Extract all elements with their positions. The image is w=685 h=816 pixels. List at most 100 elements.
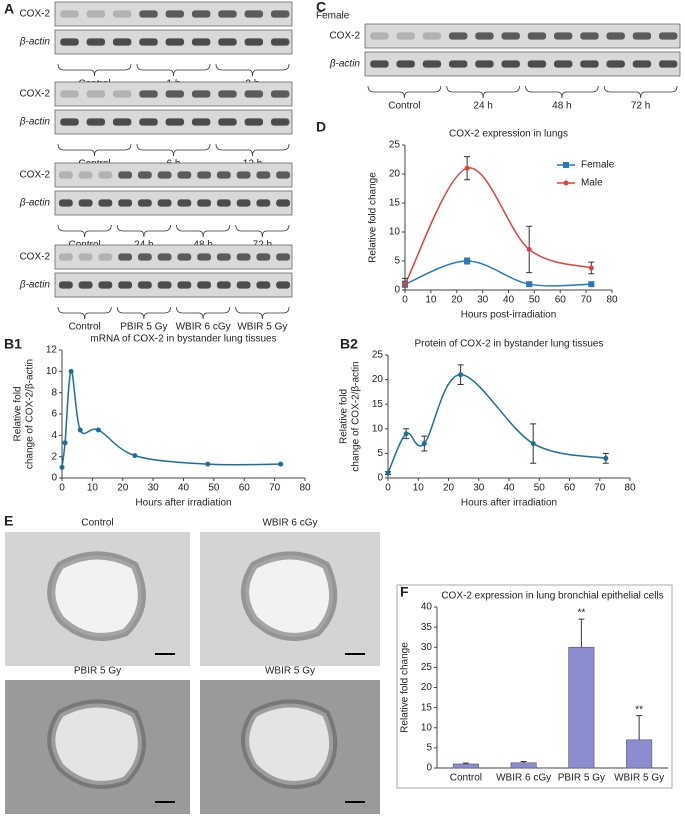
point bbox=[603, 455, 609, 461]
band bbox=[216, 171, 231, 179]
tissue bbox=[241, 699, 338, 789]
blot-strip bbox=[54, 272, 293, 298]
tissue bbox=[241, 551, 338, 641]
band bbox=[118, 281, 133, 289]
band bbox=[165, 90, 185, 98]
band bbox=[58, 199, 73, 207]
band bbox=[177, 253, 192, 261]
y-tick-label: 0 bbox=[377, 473, 383, 484]
y-tick-label: 35 bbox=[421, 622, 433, 633]
x-tick-label: 30 bbox=[473, 483, 485, 494]
band bbox=[139, 10, 158, 18]
band bbox=[256, 199, 271, 207]
y-tick-label: 20 bbox=[372, 374, 384, 385]
x-tick-label: 20 bbox=[451, 295, 463, 306]
x-tick-label: 10 bbox=[413, 483, 425, 494]
x-tick-label: 60 bbox=[564, 483, 576, 494]
band bbox=[370, 60, 389, 68]
group-label: PBIR 5 Gy bbox=[120, 322, 167, 333]
point bbox=[464, 258, 471, 264]
band bbox=[98, 171, 113, 179]
band bbox=[86, 38, 106, 46]
point bbox=[526, 246, 532, 252]
point bbox=[95, 427, 101, 433]
x-axis-label: Hours after irradiation bbox=[461, 498, 557, 509]
bracket bbox=[235, 306, 290, 320]
panel-label: E bbox=[4, 513, 13, 529]
point bbox=[68, 368, 74, 374]
band bbox=[78, 253, 93, 261]
y-tick-label: 12 bbox=[46, 345, 58, 356]
point bbox=[588, 265, 594, 271]
band bbox=[244, 10, 264, 18]
series-line bbox=[404, 167, 592, 285]
bar bbox=[452, 763, 479, 769]
row-label: COX-2 bbox=[19, 9, 50, 20]
x-tick-label: 0 bbox=[385, 483, 391, 494]
y-tick-label: 20 bbox=[421, 682, 433, 693]
band bbox=[632, 60, 652, 68]
error-bar bbox=[462, 762, 469, 764]
x-tick-label: 20 bbox=[443, 483, 455, 494]
row-label: β-actin bbox=[19, 280, 51, 291]
band bbox=[137, 199, 152, 207]
bracket bbox=[525, 85, 599, 99]
y-tick-label: 5 bbox=[377, 448, 383, 459]
x-tick-label: 20 bbox=[117, 483, 129, 494]
band bbox=[236, 253, 251, 261]
x-axis-label: Hours post-irradiation bbox=[461, 310, 557, 321]
band bbox=[422, 32, 442, 40]
x-tick-label: 40 bbox=[503, 295, 515, 306]
significance-label: ** bbox=[577, 608, 585, 619]
y-tick-label: 4 bbox=[51, 430, 57, 441]
band bbox=[216, 199, 231, 207]
group-label: 24 h bbox=[473, 101, 492, 112]
bracket bbox=[116, 306, 171, 320]
band bbox=[118, 171, 133, 179]
y-axis-label: Relative fold bbox=[13, 386, 24, 441]
band bbox=[137, 281, 152, 289]
x-tick-label: 80 bbox=[299, 483, 311, 494]
band bbox=[396, 32, 415, 40]
x-tick-label: PBIR 5 Gy bbox=[558, 773, 605, 784]
bracket bbox=[57, 63, 132, 77]
blot-strip bbox=[54, 190, 293, 216]
bracket bbox=[57, 224, 112, 238]
point bbox=[402, 281, 408, 287]
band bbox=[659, 60, 678, 68]
y-tick-label: 25 bbox=[372, 350, 384, 361]
y-tick-label: 10 bbox=[421, 722, 433, 733]
error-bar bbox=[636, 715, 643, 740]
y-tick-label: 40 bbox=[421, 602, 433, 613]
band bbox=[60, 90, 79, 98]
band bbox=[218, 38, 237, 46]
series-line bbox=[61, 370, 281, 468]
band bbox=[475, 32, 494, 40]
micrograph-label: PBIR 5 Gy bbox=[74, 666, 121, 677]
y-tick-label: 6 bbox=[51, 409, 57, 420]
band bbox=[216, 253, 231, 261]
band bbox=[422, 60, 442, 68]
band bbox=[197, 253, 212, 261]
point bbox=[77, 427, 83, 433]
x-tick-label: 60 bbox=[239, 483, 251, 494]
band bbox=[216, 281, 231, 289]
point bbox=[385, 470, 391, 476]
band bbox=[236, 199, 251, 207]
point bbox=[205, 461, 211, 467]
point bbox=[526, 281, 533, 288]
band bbox=[98, 281, 113, 289]
x-tick-label: 30 bbox=[477, 295, 489, 306]
band bbox=[157, 171, 172, 179]
point bbox=[464, 165, 470, 171]
y-tick-label: 0 bbox=[426, 763, 432, 774]
band bbox=[118, 199, 133, 207]
band bbox=[86, 10, 106, 18]
x-tick-label: 70 bbox=[581, 295, 593, 306]
bracket bbox=[57, 306, 112, 320]
band bbox=[112, 118, 132, 126]
point bbox=[132, 453, 138, 459]
y-tick-label: 15 bbox=[389, 198, 401, 209]
band bbox=[191, 38, 211, 46]
